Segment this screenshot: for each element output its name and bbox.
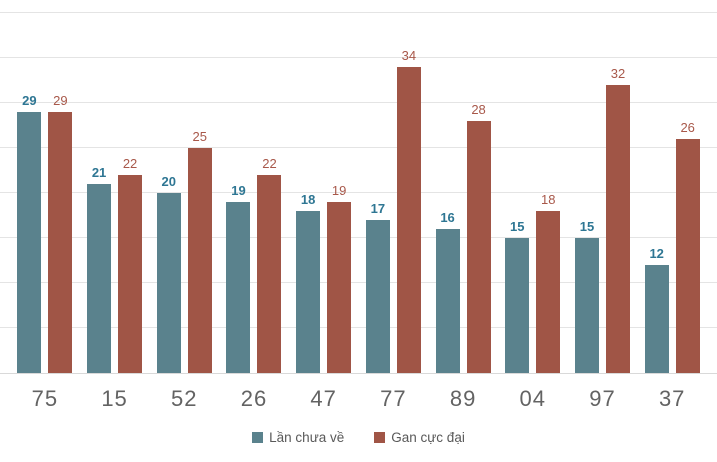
legend: Lần chưa về Gan cực đại bbox=[0, 430, 717, 445]
x-axis-labels: 75 15 52 26 47 77 89 04 97 37 bbox=[0, 386, 717, 412]
gridline bbox=[0, 12, 717, 13]
bar-value-label: 25 bbox=[192, 129, 207, 144]
legend-swatch bbox=[252, 432, 264, 443]
bar bbox=[17, 112, 42, 373]
bar-value-label: 29 bbox=[53, 93, 68, 108]
bar-value-label: 34 bbox=[401, 48, 417, 63]
bar-value-label: 29 bbox=[22, 93, 37, 108]
legend-label: Lần chưa về bbox=[269, 430, 345, 445]
bar-wrap: 32 bbox=[605, 66, 630, 373]
bar-wrap: 29 bbox=[17, 93, 42, 373]
x-axis-label: 37 bbox=[658, 386, 686, 411]
bar-wrap: 18 bbox=[536, 192, 561, 373]
x-axis-label: 52 bbox=[171, 386, 198, 411]
legend-swatch bbox=[374, 432, 386, 443]
legend-item: Gan cực đại bbox=[374, 430, 465, 445]
x-axis-label: 47 bbox=[310, 386, 337, 411]
bar-value-label: 18 bbox=[300, 192, 316, 207]
bar bbox=[187, 148, 212, 373]
bar-wrap: 18 bbox=[296, 192, 321, 373]
bar-group: 15 18 bbox=[498, 192, 568, 373]
gridline bbox=[0, 57, 717, 58]
bar-group: 16 28 bbox=[428, 102, 498, 373]
bar-group: 21 22 bbox=[80, 156, 150, 373]
bar bbox=[505, 238, 530, 373]
bar-wrap: 17 bbox=[365, 201, 390, 373]
bar-wrap: 15 bbox=[505, 219, 530, 373]
bar bbox=[605, 85, 630, 373]
bar-value-label: 32 bbox=[610, 66, 626, 81]
legend-item: Lần chưa về bbox=[252, 430, 344, 445]
bar bbox=[87, 184, 112, 373]
bar-group: 29 29 bbox=[10, 93, 80, 373]
bar-value-label: 15 bbox=[579, 219, 595, 234]
bar-value-label: 18 bbox=[541, 192, 556, 207]
x-axis-label: 77 bbox=[380, 386, 407, 411]
bar bbox=[396, 67, 421, 373]
bar bbox=[466, 121, 491, 373]
bar bbox=[644, 265, 669, 373]
bar bbox=[435, 229, 460, 373]
bar-value-label: 16 bbox=[440, 210, 455, 225]
bar-group: 17 34 bbox=[359, 48, 429, 373]
bar bbox=[257, 175, 282, 373]
bar-wrap: 12 bbox=[644, 246, 669, 373]
bar-wrap: 22 bbox=[118, 156, 143, 373]
gridline bbox=[0, 192, 717, 193]
bar-value-label: 21 bbox=[91, 165, 107, 180]
bar bbox=[536, 211, 561, 373]
bar bbox=[156, 193, 181, 373]
bar-wrap: 15 bbox=[574, 219, 599, 373]
legend-label: Gan cực đại bbox=[391, 430, 465, 445]
bar-groups: 29 29 21 22 20 25 19 22 18 19 17 34 16 28 15 18 15 32 12 26 bbox=[10, 48, 707, 373]
x-axis-label: 75 bbox=[31, 386, 59, 411]
gridline bbox=[0, 147, 717, 148]
gridline bbox=[0, 282, 717, 283]
x-axis-label: 26 bbox=[240, 386, 268, 411]
bar-value-label: 26 bbox=[680, 120, 695, 135]
bar-group: 15 32 bbox=[568, 66, 638, 373]
x-axis-label: 97 bbox=[589, 386, 616, 411]
x-axis-label: 04 bbox=[519, 386, 547, 411]
x-axis-label: 89 bbox=[449, 386, 477, 411]
bar-group: 20 25 bbox=[149, 129, 219, 373]
bar-wrap: 26 bbox=[675, 120, 700, 373]
bar-wrap: 16 bbox=[435, 210, 460, 373]
bar bbox=[365, 220, 390, 373]
bar-group: 18 19 bbox=[289, 183, 359, 373]
bar bbox=[118, 175, 143, 373]
gridline bbox=[0, 102, 717, 103]
bar bbox=[226, 202, 251, 373]
bar-group: 19 22 bbox=[219, 156, 289, 373]
bar bbox=[675, 139, 700, 373]
bar-wrap: 19 bbox=[327, 183, 352, 373]
x-axis-label: 15 bbox=[101, 386, 128, 411]
bar-wrap: 22 bbox=[257, 156, 282, 373]
gridline bbox=[0, 327, 717, 328]
bar-wrap: 20 bbox=[156, 174, 181, 373]
bar-group: 12 26 bbox=[637, 120, 707, 373]
bar-value-label: 20 bbox=[161, 174, 176, 189]
bar-wrap: 25 bbox=[187, 129, 212, 373]
bar-wrap: 21 bbox=[87, 165, 112, 373]
bar-wrap: 19 bbox=[226, 183, 251, 373]
bar-wrap: 34 bbox=[396, 48, 421, 373]
plot-area: 29 29 21 22 20 25 19 22 18 19 17 34 16 28 15 18 15 32 12 26 bbox=[0, 12, 717, 374]
bar-value-label: 28 bbox=[471, 102, 486, 117]
bar-value-label: 22 bbox=[122, 156, 138, 171]
bar-wrap: 29 bbox=[48, 93, 73, 373]
bar-value-label: 12 bbox=[649, 246, 664, 261]
bar bbox=[296, 211, 321, 373]
bar-value-label: 19 bbox=[331, 183, 347, 198]
bar bbox=[327, 202, 352, 373]
bar-value-label: 15 bbox=[510, 219, 525, 234]
bar bbox=[574, 238, 599, 373]
bar-value-label: 17 bbox=[370, 201, 386, 216]
bar-value-label: 19 bbox=[231, 183, 246, 198]
bar bbox=[48, 112, 73, 373]
bar-wrap: 28 bbox=[466, 102, 491, 373]
gridline bbox=[0, 237, 717, 238]
bar-value-label: 22 bbox=[262, 156, 277, 171]
